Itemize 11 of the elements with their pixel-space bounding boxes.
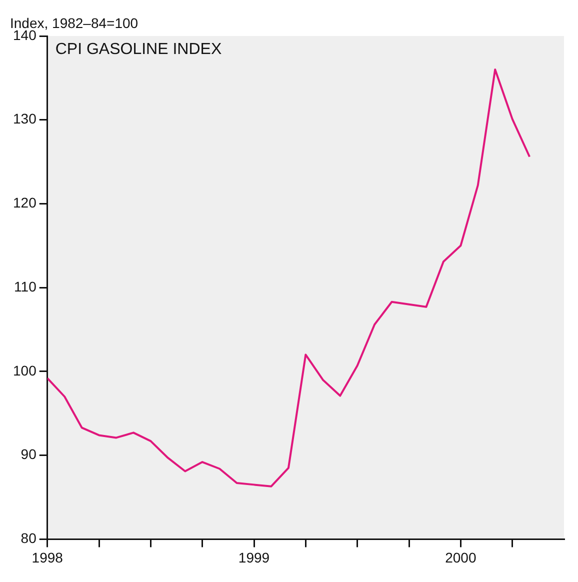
x-tick-label: 2000: [445, 549, 476, 566]
y-tick-label: 80: [20, 530, 37, 546]
y-axis-title: Index, 1982–84=100: [10, 15, 138, 31]
y-tick-label: 110: [14, 278, 37, 294]
y-tick-label: 130: [13, 110, 37, 127]
x-tick-label: 1998: [32, 549, 64, 566]
y-tick-label: 120: [13, 194, 37, 211]
x-tick-label: 1999: [238, 549, 270, 566]
chart-title: CPI GASOLINE INDEX: [55, 41, 222, 58]
y-tick-label: 100: [13, 362, 37, 378]
y-tick-label: 90: [20, 446, 37, 462]
